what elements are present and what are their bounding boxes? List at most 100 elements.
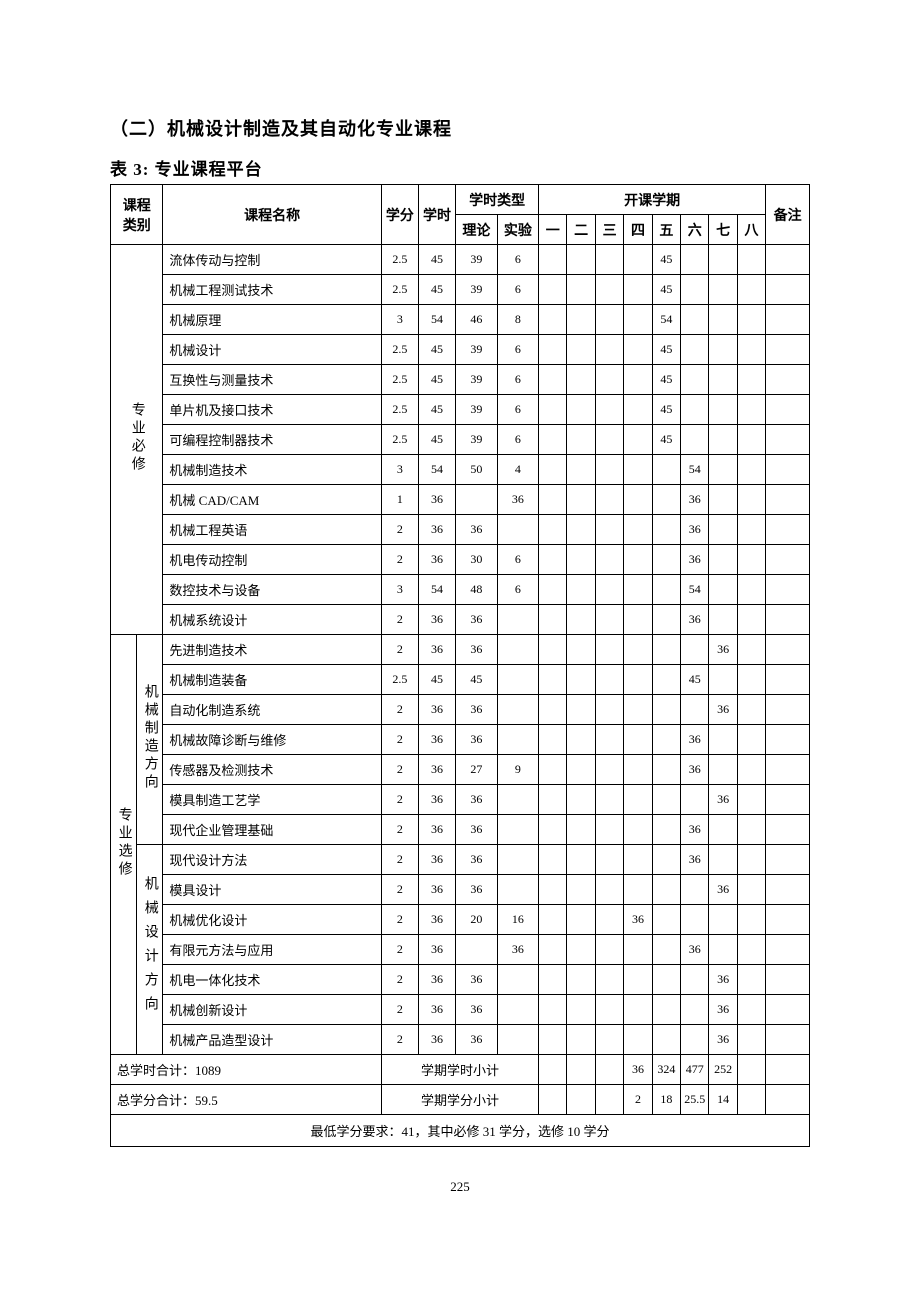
- table-cell: [595, 815, 623, 845]
- table-cell: [766, 545, 810, 575]
- table-cell: [497, 605, 539, 635]
- table-cell: [766, 1055, 810, 1085]
- table-cell: [595, 515, 623, 545]
- table-cell: 48: [456, 575, 498, 605]
- col-sem-2: 二: [567, 215, 595, 245]
- table-cell: [539, 605, 567, 635]
- col-sem-4: 四: [624, 215, 652, 245]
- subcategory-cell: 机械设计方向: [137, 845, 163, 1055]
- table-cell: [737, 635, 765, 665]
- footnote-row: 最低学分要求：41，其中必修 31 学分，选修 10 学分: [111, 1115, 810, 1147]
- table-cell: [497, 965, 539, 995]
- table-cell: [539, 395, 567, 425]
- table-row: 机械设计2.54539645: [111, 335, 810, 365]
- table-cell: [497, 785, 539, 815]
- table-cell: 36: [456, 845, 498, 875]
- table-cell: [709, 605, 737, 635]
- table-cell: [539, 515, 567, 545]
- table-cell: [567, 785, 595, 815]
- table-cell: [681, 905, 709, 935]
- table-cell: 2: [624, 1085, 652, 1115]
- table-cell: [624, 785, 652, 815]
- table-cell: 36: [418, 785, 455, 815]
- table-cell: [567, 305, 595, 335]
- table-row: 模具制造工艺学2363636: [111, 785, 810, 815]
- summary-left: 总学时合计：1089: [111, 1055, 382, 1085]
- table-cell: 20: [456, 905, 498, 935]
- table-cell: [567, 245, 595, 275]
- col-credits: 学分: [381, 185, 418, 245]
- table-cell: 机械制造装备: [163, 665, 381, 695]
- table-cell: 模具设计: [163, 875, 381, 905]
- table-cell: 2: [381, 545, 418, 575]
- table-cell: 36: [709, 635, 737, 665]
- table-cell: 45: [652, 275, 680, 305]
- table-cell: [766, 245, 810, 275]
- table-cell: [624, 965, 652, 995]
- table-cell: [652, 605, 680, 635]
- table-cell: [539, 875, 567, 905]
- table-cell: [539, 785, 567, 815]
- table-cell: 477: [681, 1055, 709, 1085]
- table-cell: 2: [381, 995, 418, 1025]
- table-cell: 2.5: [381, 665, 418, 695]
- table-cell: 36: [456, 605, 498, 635]
- table-cell: [709, 845, 737, 875]
- table-cell: 36: [624, 1055, 652, 1085]
- table-cell: 252: [709, 1055, 737, 1085]
- summary-left: 总学分合计：59.5: [111, 1085, 382, 1115]
- table-cell: 现代企业管理基础: [163, 815, 381, 845]
- table-row: 机械故障诊断与维修2363636: [111, 725, 810, 755]
- table-cell: [652, 545, 680, 575]
- table-cell: 36: [709, 1025, 737, 1055]
- table-cell: [709, 665, 737, 695]
- table-cell: [766, 395, 810, 425]
- table-cell: [624, 995, 652, 1025]
- table-cell: 14: [709, 1085, 737, 1115]
- table-cell: [624, 935, 652, 965]
- table-cell: 45: [652, 365, 680, 395]
- table-cell: 36: [497, 485, 539, 515]
- table-cell: 2: [381, 605, 418, 635]
- table-cell: [595, 935, 623, 965]
- table-cell: [624, 635, 652, 665]
- table-row: 专业必修流体传动与控制2.54539645: [111, 245, 810, 275]
- table-cell: [567, 365, 595, 395]
- table-cell: [681, 875, 709, 905]
- table-cell: 324: [652, 1055, 680, 1085]
- table-cell: [766, 365, 810, 395]
- table-cell: [624, 605, 652, 635]
- table-cell: 36: [418, 635, 455, 665]
- col-remark: 备注: [766, 185, 810, 245]
- table-cell: [737, 485, 765, 515]
- table-cell: 45: [418, 665, 455, 695]
- table-cell: [681, 245, 709, 275]
- table-cell: [737, 935, 765, 965]
- table-cell: [539, 905, 567, 935]
- table-cell: 2: [381, 965, 418, 995]
- table-cell: [567, 275, 595, 305]
- table-cell: [766, 695, 810, 725]
- table-cell: [539, 275, 567, 305]
- table-cell: [595, 575, 623, 605]
- table-cell: [681, 335, 709, 365]
- table-cell: [709, 815, 737, 845]
- table-cell: 45: [418, 365, 455, 395]
- table-cell: 36: [456, 1025, 498, 1055]
- table-cell: 36: [681, 545, 709, 575]
- table-cell: [497, 1025, 539, 1055]
- table-cell: 54: [652, 305, 680, 335]
- table-cell: [539, 335, 567, 365]
- table-cell: [595, 1055, 623, 1085]
- table-cell: [766, 665, 810, 695]
- table-cell: [595, 455, 623, 485]
- table-cell: [766, 455, 810, 485]
- table-cell: [652, 755, 680, 785]
- table-cell: [766, 755, 810, 785]
- table-row: 数控技术与设备35448654: [111, 575, 810, 605]
- table-cell: 16: [497, 905, 539, 935]
- table-cell: [539, 575, 567, 605]
- table-cell: [567, 725, 595, 755]
- table-cell: 54: [418, 575, 455, 605]
- table-cell: 6: [497, 245, 539, 275]
